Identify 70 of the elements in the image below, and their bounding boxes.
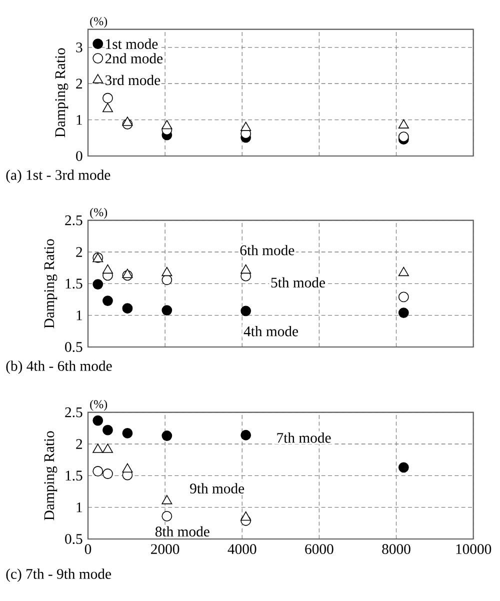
point xyxy=(122,116,133,126)
point xyxy=(102,424,113,436)
y-tick-label: 1 xyxy=(76,502,82,512)
series-label: 8th mode xyxy=(155,526,210,537)
y-tick-label: 2.5 xyxy=(65,407,82,418)
text: (%) xyxy=(90,400,108,411)
series-label: 9th mode xyxy=(190,483,244,494)
x-tick-label: 8000 xyxy=(382,544,410,554)
y-tick-label: 1 xyxy=(76,310,82,320)
y-tick-label: 0 xyxy=(76,151,82,161)
point xyxy=(162,494,172,504)
y-tick-label: 0.5 xyxy=(65,534,82,544)
point xyxy=(92,38,104,50)
point xyxy=(92,279,104,290)
series-label: 6th mode xyxy=(240,244,294,256)
point xyxy=(240,264,252,274)
y-axis-title: Damping Ratio xyxy=(55,48,68,138)
point xyxy=(162,510,172,522)
x-tick-label: 4000 xyxy=(228,544,256,554)
point xyxy=(398,266,409,276)
text: (a) 1st - 3rd mode xyxy=(6,170,110,183)
point xyxy=(92,74,104,84)
point xyxy=(162,266,172,276)
series-label: 4th mode xyxy=(244,326,298,336)
text: (%) xyxy=(90,208,108,219)
point xyxy=(102,296,113,306)
point xyxy=(102,102,113,112)
y-tick-label: 2 xyxy=(76,439,82,449)
point xyxy=(92,415,104,426)
series-label: 7th mode xyxy=(277,432,331,443)
x-tick-label: 0 xyxy=(84,544,92,554)
point xyxy=(398,132,409,142)
y-tick-label: 2 xyxy=(76,247,82,257)
series-label: 5th mode xyxy=(271,277,325,288)
point xyxy=(398,308,409,318)
series-label: 2nd mode xyxy=(105,53,163,64)
x-tick-label: 2000 xyxy=(151,544,180,554)
y-tick-label: 2.5 xyxy=(65,215,82,226)
point xyxy=(122,428,133,438)
series-label: 1st mode xyxy=(106,38,158,49)
text: (c) 7th - 9th mode xyxy=(6,568,111,582)
point xyxy=(240,511,252,521)
point xyxy=(122,303,133,314)
y-axis-title: Damping Ratio xyxy=(44,239,58,328)
point xyxy=(122,268,133,278)
text: (%) xyxy=(90,16,108,28)
point xyxy=(240,122,252,131)
x-tick-label: 10000 xyxy=(456,544,492,554)
y-tick-label: 1.5 xyxy=(66,470,82,481)
point xyxy=(398,119,409,128)
point xyxy=(162,305,172,316)
point xyxy=(102,444,113,453)
y-tick-label: 2 xyxy=(76,78,82,88)
point xyxy=(92,444,104,453)
point xyxy=(240,430,252,440)
y-tick-label: 0.5 xyxy=(65,342,82,352)
point xyxy=(240,306,252,316)
y-tick-label: 1.5 xyxy=(66,278,82,289)
point xyxy=(102,468,113,479)
y-tick-label: 3 xyxy=(76,42,82,52)
point xyxy=(162,430,172,441)
point xyxy=(398,462,409,473)
y-tick-label: 1 xyxy=(76,114,82,125)
y-axis-title: Damping Ratio xyxy=(44,431,58,520)
series-label: 3rd mode xyxy=(106,74,160,86)
point xyxy=(122,463,133,473)
point xyxy=(102,264,113,274)
x-tick-label: 6000 xyxy=(305,544,334,554)
point xyxy=(162,120,172,130)
text: (b) 4th - 6th mode xyxy=(6,360,112,374)
